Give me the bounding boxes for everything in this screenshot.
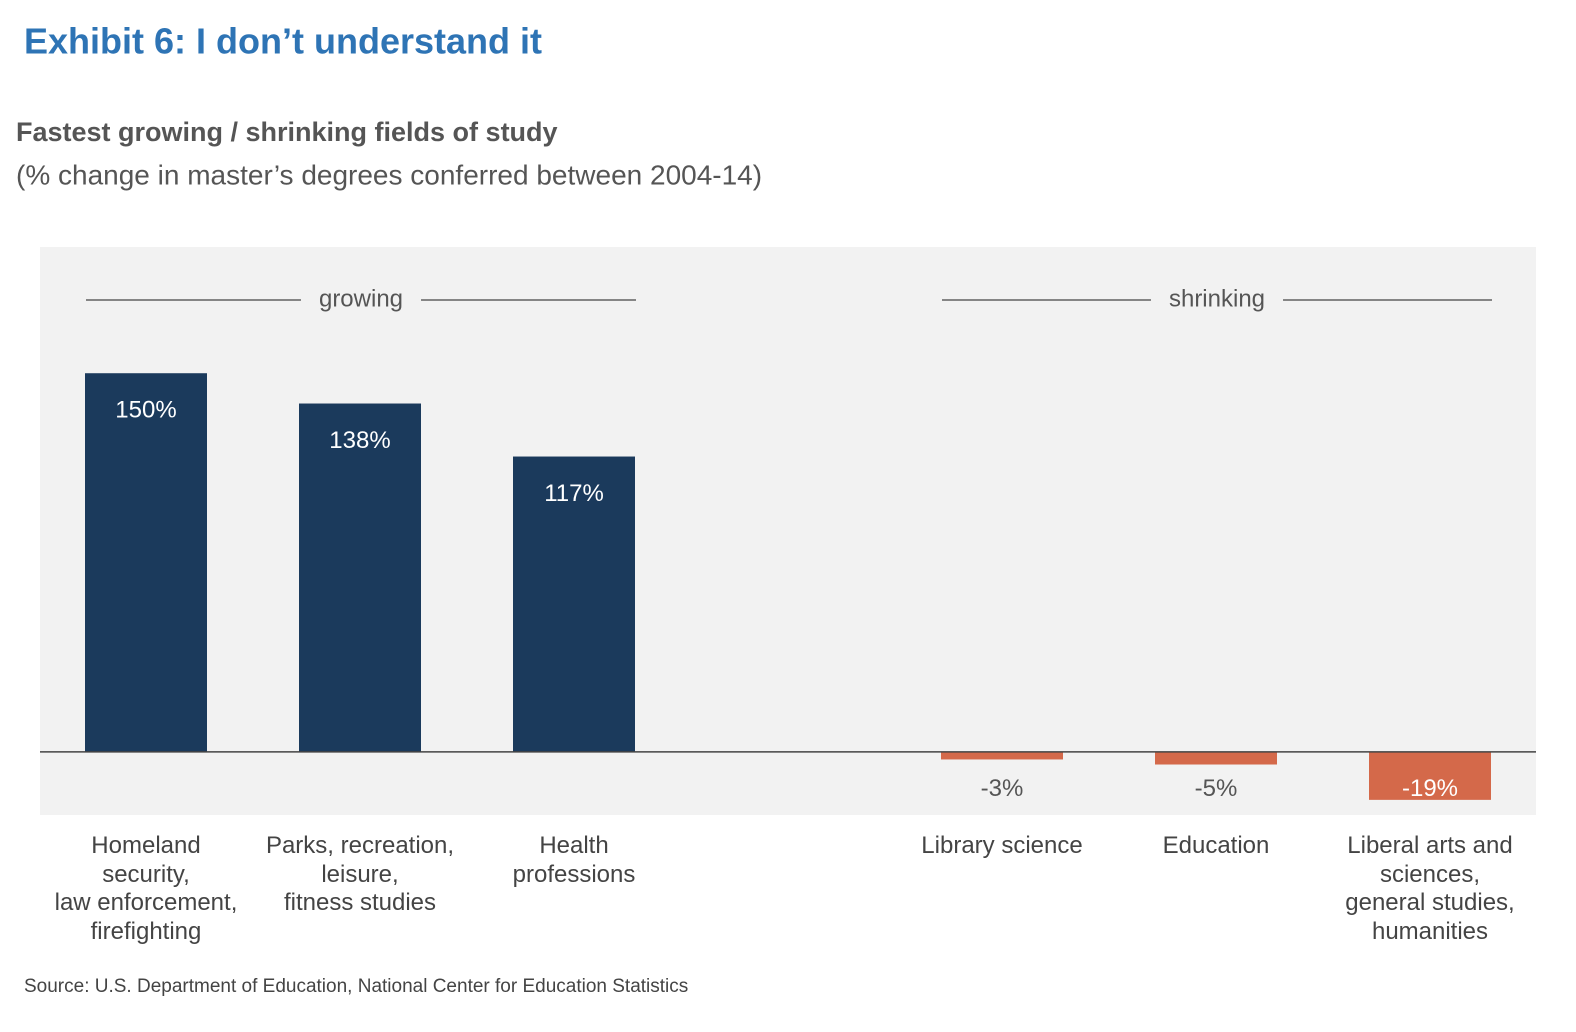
x-tick-label: Parks, recreation, leisure, fitness stud… <box>265 832 455 916</box>
x-tick-label: Liberal arts and sciences, general studi… <box>1345 832 1515 945</box>
bar <box>85 373 207 752</box>
value-label: -3% <box>981 775 1024 802</box>
plot-area <box>40 247 1536 815</box>
chart-subtitle: Fastest growing / shrinking fields of st… <box>16 117 558 147</box>
x-tick-label: Health professions <box>512 832 636 888</box>
value-label: -19% <box>1402 775 1458 802</box>
chart-title: Exhibit 6: I don’t understand it <box>24 21 542 62</box>
bar <box>513 456 635 752</box>
value-label: 138% <box>329 427 390 454</box>
x-tick-label: Education <box>1162 832 1270 859</box>
x-tick-label: Library science <box>921 832 1083 859</box>
bar <box>941 751 1063 760</box>
bar <box>1155 751 1277 765</box>
x-tick-label: Homeland security, law enforcement, fire… <box>54 832 238 945</box>
value-label: 150% <box>115 397 176 424</box>
value-label: -5% <box>1195 775 1238 802</box>
bar <box>299 403 421 752</box>
source-note: Source: U.S. Department of Education, Na… <box>24 976 688 997</box>
value-label: 117% <box>544 480 604 507</box>
group-label: shrinking <box>1169 285 1265 312</box>
bar <box>1369 751 1491 800</box>
group-label: growing <box>319 285 403 312</box>
chart-subtitle: (% change in master’s degrees conferred … <box>16 159 762 190</box>
